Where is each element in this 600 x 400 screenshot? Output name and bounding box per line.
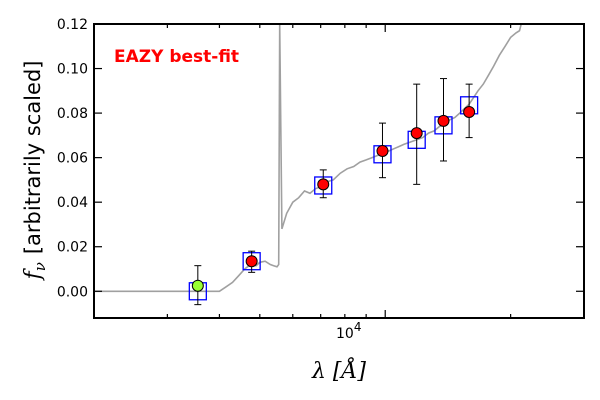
y-tick-label-5: 0.10: [57, 62, 88, 78]
observed-point-5: [410, 127, 423, 140]
observed-point-2: [245, 255, 258, 268]
y-axis-label: fν[arbitrarily scaled]: [21, 61, 49, 282]
y-tick-label-1: 0.02: [57, 240, 88, 256]
axes-frame: [93, 23, 585, 319]
y-tick-label-6: 0.12: [57, 17, 88, 33]
observed-point-7: [463, 105, 476, 118]
x-tick-label-1e4: 104: [336, 320, 361, 342]
plot-layer: [94, 24, 522, 306]
observed-point-6: [437, 114, 450, 127]
axes-layer: 0.00 0.02 0.04 0.06 0.08 0.10 0.12: [57, 17, 585, 319]
x-axis-label: λ [Å]: [311, 356, 366, 384]
y-tick-label-2: 0.04: [57, 195, 88, 211]
annotation-label: EAZY best-fit: [114, 47, 239, 67]
observed-point-3: [317, 178, 330, 191]
y-tick-label-0: 0.00: [57, 284, 88, 300]
y-tick-label-4: 0.08: [57, 106, 88, 122]
plot-area: [94, 24, 522, 306]
observed-point-4: [376, 144, 389, 157]
observed-point-1: [191, 279, 204, 292]
y-tick-label-3: 0.06: [57, 151, 88, 167]
